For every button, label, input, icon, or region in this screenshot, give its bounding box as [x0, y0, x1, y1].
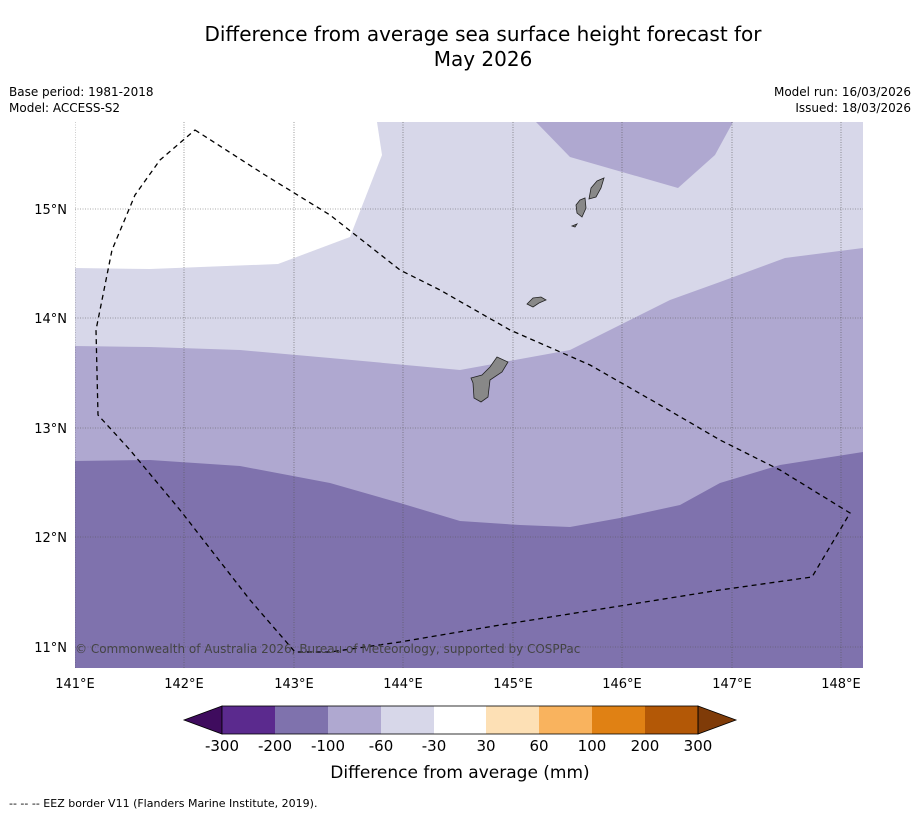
rota-island: [526, 296, 547, 308]
lon-label: 143°E: [274, 677, 314, 692]
colorbar-tick: -60: [369, 737, 394, 755]
title-line-2: May 2026: [433, 47, 533, 71]
aguijan-island: [570, 223, 579, 228]
lon-label: 146°E: [602, 677, 642, 692]
meta-left: Base period: 1981-2018 Model: ACCESS-S2: [9, 84, 154, 116]
map-area: © Commonwealth of Australia 2026, Bureau…: [75, 122, 863, 668]
lat-label: 12°N: [34, 531, 67, 546]
lon-label: 147°E: [712, 677, 752, 692]
gridlines: [75, 122, 863, 668]
colorbar-extend-high: [697, 705, 738, 735]
colorbar-segment: [539, 706, 592, 734]
colorbar-tick: 300: [684, 737, 713, 755]
colorbar-segment: [275, 706, 328, 734]
lon-label: 148°E: [821, 677, 861, 692]
colorbar-segment: [434, 706, 486, 734]
eez-border: [95, 129, 851, 653]
colorbar-segment: [222, 706, 275, 734]
issued-date: Issued: 18/03/2026: [795, 101, 911, 115]
map-title: Difference from average sea surface heig…: [0, 22, 919, 72]
title-line-1: Difference from average sea surface heig…: [204, 22, 762, 46]
colorbar-segment: [328, 706, 381, 734]
colorbar-tick: -30: [422, 737, 447, 755]
lon-label: 142°E: [164, 677, 204, 692]
saipan-island: [588, 177, 605, 200]
guam-island: [470, 356, 509, 403]
colorbar-outline: [221, 705, 699, 735]
colorbar-title: Difference from average (mm): [330, 763, 589, 783]
lat-label: 13°N: [34, 422, 67, 437]
lon-labels: 141°E 142°E 143°E 144°E 145°E 146°E 147°…: [55, 677, 861, 692]
island-group: [470, 177, 605, 403]
lat-label: 14°N: [34, 312, 67, 327]
lat-label: 15°N: [34, 203, 67, 218]
lat-label: 11°N: [34, 641, 67, 656]
colorbar-extend-low: [182, 705, 223, 735]
band-patch-top: [536, 122, 733, 188]
lon-label: 144°E: [383, 677, 423, 692]
lon-label: 141°E: [55, 677, 95, 692]
colorbar-tick: -100: [311, 737, 345, 755]
colorbar-tick: -300: [205, 737, 239, 755]
lat-labels: 15°N 14°N 13°N 12°N 11°N: [34, 203, 67, 656]
eez-footnote: -- -- -- EEZ border V11 (Flanders Marine…: [9, 797, 318, 810]
colorbar-tick: -200: [258, 737, 292, 755]
colorbar-segment: [592, 706, 645, 734]
colorbar-tick: 60: [529, 737, 548, 755]
tinian-island: [575, 197, 587, 218]
copyright-text: © Commonwealth of Australia 2026, Bureau…: [75, 642, 580, 656]
model-run: Model run: 16/03/2026: [773, 85, 911, 99]
lon-label: 145°E: [493, 677, 533, 692]
colorbar-segment: [645, 706, 698, 734]
colorbar-tick: 30: [476, 737, 495, 755]
colorbar: -300 -200 -100 -60 -30 30 60 100 200 300…: [182, 705, 738, 783]
band-minus30-30: [75, 122, 382, 269]
base-period: Base period: 1981-2018: [9, 85, 154, 99]
meta-right: Model run: 16/03/2026 Issued: 18/03/2026: [774, 84, 911, 116]
colorbar-segment: [381, 706, 434, 734]
colorbar-ticks: -300 -200 -100 -60 -30 30 60 100 200 300: [205, 737, 712, 755]
colorbar-tick: 200: [631, 737, 660, 755]
colorbar-tick: 100: [578, 737, 607, 755]
model-name: Model: ACCESS-S2: [9, 101, 121, 115]
colorbar-segment: [486, 706, 539, 734]
